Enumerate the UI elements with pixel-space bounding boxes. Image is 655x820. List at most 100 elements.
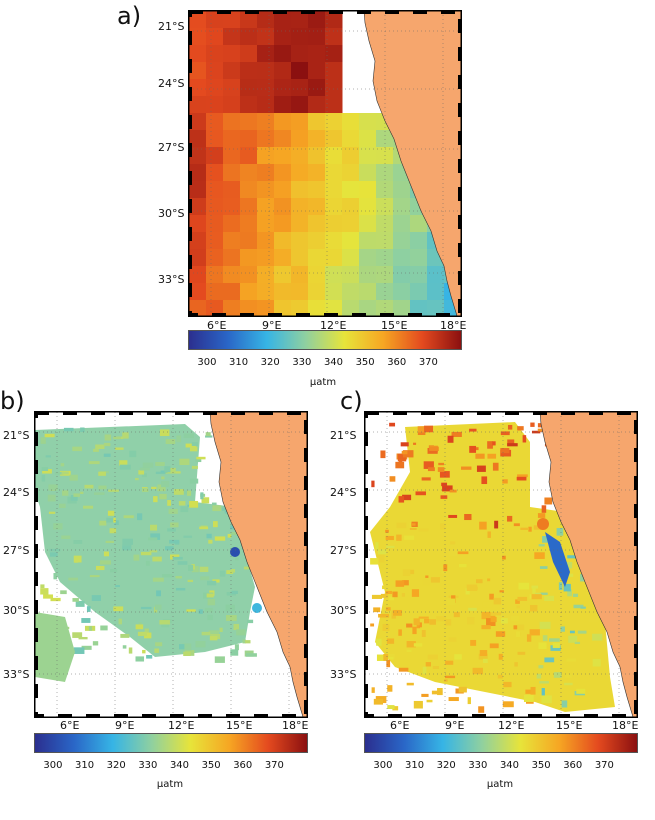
pco2-cell-a xyxy=(342,147,360,165)
pco2-patch-b xyxy=(213,521,218,528)
pco2-cell-a xyxy=(291,249,309,267)
pco2-patch-b-sw xyxy=(35,612,75,682)
pco2-cell-a xyxy=(274,11,292,29)
pco2-patch-c xyxy=(445,619,452,626)
pco2-patch-b xyxy=(48,484,58,491)
pco2-patch-b xyxy=(189,500,199,508)
panel-b-lon-15: 15°E xyxy=(226,719,253,732)
pco2-patch-c xyxy=(544,497,553,505)
pco2-cell-a xyxy=(308,45,326,63)
pco2-patch-c xyxy=(430,577,440,583)
pco2-cell-a xyxy=(206,181,224,199)
pco2-patch-c xyxy=(539,592,548,595)
pco2-patch-c xyxy=(388,596,395,601)
pco2-patch-c xyxy=(517,426,524,431)
pco2-patch-c xyxy=(528,526,532,532)
pco2-patch-b xyxy=(155,471,166,475)
pco2-cell-a xyxy=(206,249,224,267)
pco2-patch-b xyxy=(72,598,79,602)
pco2-cell-a xyxy=(291,215,309,233)
pco2-cell-a xyxy=(308,249,326,267)
pco2-patch-c xyxy=(401,593,405,597)
panel-a-map[interactable] xyxy=(188,10,462,317)
pco2-patch-b xyxy=(225,604,235,612)
pco2-cell-a xyxy=(342,181,360,199)
pco2-cell-a xyxy=(257,79,275,97)
pco2-cell-a xyxy=(393,249,411,267)
pco2-patch-c xyxy=(429,619,436,625)
pco2-patch-c xyxy=(371,594,383,599)
panel-b-lon-6: 6°E xyxy=(60,719,80,732)
colorbar-tick-label: 350 xyxy=(531,760,551,771)
pco2-cell-a xyxy=(427,283,445,301)
pco2-patch-c xyxy=(515,599,520,604)
pco2-cell-a xyxy=(223,300,241,316)
pco2-cell-a xyxy=(240,181,258,199)
pco2-cell-a xyxy=(206,300,224,316)
pco2-cell-a xyxy=(257,300,275,316)
pco2-cell-a xyxy=(257,249,275,267)
pco2-cell-a xyxy=(393,198,411,216)
pco2-patch-c xyxy=(458,686,467,693)
pco2-patch-c xyxy=(418,622,422,628)
pco2-patch-c xyxy=(502,479,508,484)
pco2-patch-c xyxy=(395,461,405,469)
pco2-patch-c xyxy=(432,666,440,669)
pco2-cell-a xyxy=(342,232,360,250)
pco2-patch-b xyxy=(80,427,85,432)
pco2-cell-a xyxy=(325,198,343,216)
pco2-patch-b xyxy=(211,502,217,508)
pco2-patch-c xyxy=(383,653,389,661)
pco2-patch-c xyxy=(475,453,485,459)
pco2-cell-a xyxy=(223,249,241,267)
pco2-cell-a xyxy=(274,113,292,131)
pco2-patch-b xyxy=(164,546,174,551)
pco2-patch-b xyxy=(113,436,121,440)
pco2-cell-a xyxy=(393,232,411,250)
pco2-patch-c xyxy=(406,682,414,686)
colorbar-tick-label: 300 xyxy=(43,760,63,771)
pco2-patch-b xyxy=(104,434,112,441)
panel-b-map[interactable] xyxy=(34,411,308,718)
pco2-patch-c xyxy=(529,604,538,612)
pco2-patch-c xyxy=(530,686,536,695)
pco2-patch-b xyxy=(86,606,91,612)
pco2-patch-b xyxy=(173,489,184,495)
pco2-patch-c xyxy=(558,582,563,590)
pco2-patch-c xyxy=(487,578,491,582)
panel-a-letter: a) xyxy=(117,2,142,30)
pco2-cell-a xyxy=(223,164,241,182)
pco2-cell-a xyxy=(342,300,360,316)
colorbar-tick-label: 310 xyxy=(229,357,249,368)
pco2-patch-c xyxy=(395,580,405,587)
pco2-patch-c xyxy=(493,597,502,605)
pco2-cell-a xyxy=(257,283,275,301)
pco2-patch-b xyxy=(84,484,94,489)
pco2-patch-b xyxy=(103,453,111,457)
pco2-cell-a xyxy=(223,96,241,114)
pco2-cell-a xyxy=(308,198,326,216)
pco2-patch-c xyxy=(447,435,454,443)
pco2-cell-a xyxy=(325,283,343,301)
pco2-patch-b xyxy=(214,656,225,663)
pco2-cell-a xyxy=(240,113,258,131)
pco2-patch-c xyxy=(382,623,390,631)
panel-c-lat-24: 24°S xyxy=(330,486,357,499)
panel-c-map[interactable] xyxy=(364,411,638,718)
pco2-cell-a xyxy=(257,164,275,182)
panel-b-letter: b) xyxy=(0,387,25,415)
pco2-patch-c xyxy=(475,447,479,451)
pco2-patch-c xyxy=(469,428,477,432)
pco2-cell-a xyxy=(342,113,360,131)
pco2-patch-c xyxy=(544,657,555,663)
pco2-patch-c xyxy=(406,623,413,628)
pco2-patch-b xyxy=(63,427,74,432)
pco2-patch-b xyxy=(92,641,99,646)
panel-a-colorbar xyxy=(188,330,462,350)
pco2-patch-c xyxy=(566,658,577,662)
pco2-patch-c xyxy=(421,477,431,481)
pco2-cell-a xyxy=(240,266,258,284)
pco2-patch-b xyxy=(161,480,170,488)
pco2-patch-c xyxy=(532,588,536,594)
colorbar-tick-label: 330 xyxy=(468,760,488,771)
